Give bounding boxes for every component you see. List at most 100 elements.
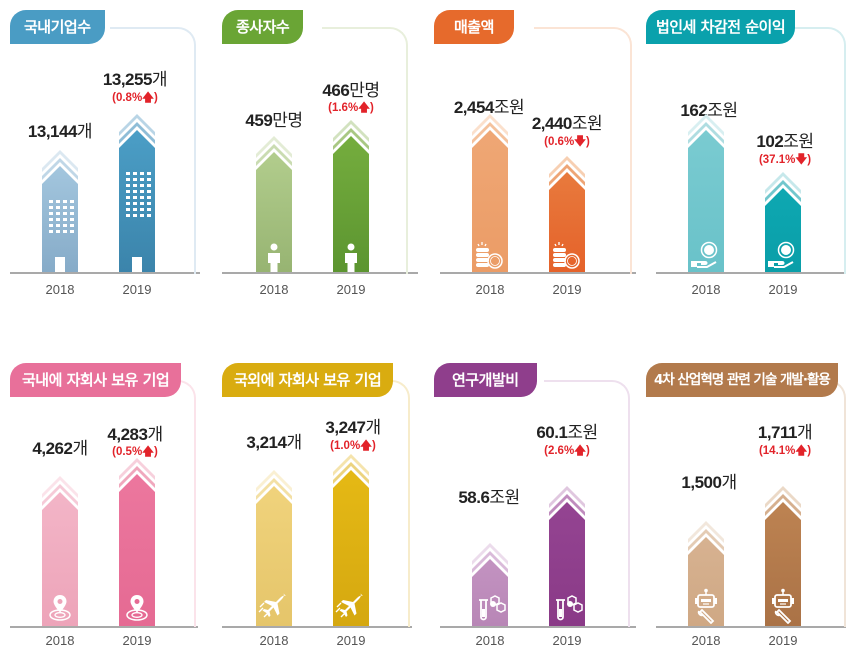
chevron-top xyxy=(765,172,801,194)
chevron-top xyxy=(549,486,585,508)
change-badge: (1.6%🡅) xyxy=(328,102,374,114)
chevron-top xyxy=(256,144,292,166)
chevron-top xyxy=(42,158,78,180)
bar-2018 xyxy=(256,136,292,272)
value-2018: 3,214개 xyxy=(246,433,302,452)
bar-2019 xyxy=(765,486,801,626)
building-icon xyxy=(132,257,142,272)
bar-2019 xyxy=(119,114,155,272)
year-label-2019: 2019 xyxy=(122,282,152,297)
coins-icon xyxy=(476,242,503,269)
bar-2019 xyxy=(549,486,585,626)
change-badge: (0.6%🡇) xyxy=(544,136,590,148)
value-2019: 1,711개 xyxy=(757,423,813,442)
year-label-2018: 2018 xyxy=(691,282,721,297)
robot-wrench-icon xyxy=(772,588,794,624)
year-label-2018: 2018 xyxy=(45,282,75,297)
baseline xyxy=(10,272,200,274)
chevron-top xyxy=(472,551,508,573)
chevron-top xyxy=(688,529,724,551)
airplane-icon xyxy=(258,593,286,618)
panel-frame xyxy=(544,380,630,627)
chevron-top xyxy=(333,128,369,150)
value-2019: 102조원 xyxy=(756,132,814,151)
bar-2018 xyxy=(42,150,78,272)
panel-frame xyxy=(374,380,410,627)
panel-title: 4차 산업혁명 관련 기술 개발·활용 xyxy=(646,363,838,397)
chevron-top xyxy=(765,494,801,516)
building-icon xyxy=(55,257,65,272)
value-2019: 13,255개 xyxy=(102,70,168,89)
bar-2019 xyxy=(333,120,369,272)
chevron-top xyxy=(472,114,508,136)
year-label-2018: 2018 xyxy=(45,633,75,648)
baseline xyxy=(10,626,198,628)
chevron-top xyxy=(256,470,292,492)
year-label-2018: 2018 xyxy=(259,282,289,297)
baseline xyxy=(656,272,846,274)
chevron-top xyxy=(119,458,155,480)
year-label-2019: 2019 xyxy=(552,633,582,648)
year-label-2018: 2018 xyxy=(475,282,505,297)
coins-icon xyxy=(553,242,580,269)
panel-frame xyxy=(766,27,846,274)
panel-title: 종사자수 xyxy=(222,10,304,44)
robot-wrench-icon xyxy=(695,588,717,624)
chevron-top xyxy=(42,150,78,172)
panel-title: 국내기업수 xyxy=(10,10,105,44)
chevron-top xyxy=(42,476,78,498)
year-label-2019: 2019 xyxy=(336,282,366,297)
value-2019: 466만명 xyxy=(322,81,380,100)
building-windows xyxy=(126,172,151,217)
panel-foreign-subsidiary: 국외에 자회사 보유 기업 3,214개 3,247개 (1.0%🡅) 2018… xyxy=(222,363,422,663)
panel-pretax-income: 법인세 차감전 순이익 162조원 102조원 (37.1%🡇) 2018 20… xyxy=(646,10,846,310)
chevron-top xyxy=(256,478,292,500)
chevron-top xyxy=(119,466,155,488)
change-badge: (14.1%🡅) xyxy=(758,445,812,457)
chevron-top xyxy=(256,136,292,158)
value-2019: 3,247개 xyxy=(325,418,381,437)
building-windows xyxy=(49,200,74,233)
value-2018: 2,454조원 xyxy=(453,98,525,117)
bar-2018 xyxy=(688,114,724,272)
change-badge: (0.5%🡅) xyxy=(112,446,158,458)
panel-frame xyxy=(110,27,196,274)
value-2019: 60.1조원 xyxy=(536,423,598,442)
year-label-2018: 2018 xyxy=(691,633,721,648)
panel-title: 국외에 자회사 보유 기업 xyxy=(222,363,394,397)
chevron-top xyxy=(333,462,369,484)
year-label-2019: 2019 xyxy=(768,633,798,648)
chevron-top xyxy=(119,122,155,144)
panel-domestic-companies: 국내기업수 13,144개 13,255개 (0.8%🡅) 2018 2019 xyxy=(10,10,210,310)
change-badge: (0.8%🡅) xyxy=(112,92,158,104)
year-label-2018: 2018 xyxy=(259,633,289,648)
panel-4th-industrial-tech: 4차 산업혁명 관련 기술 개발·활용 1,500개 1,711개 (14.1%… xyxy=(646,363,846,663)
chevron-top xyxy=(472,543,508,565)
panel-frame xyxy=(806,380,846,627)
person-icon xyxy=(268,243,280,272)
bar-2019 xyxy=(119,458,155,626)
baseline xyxy=(440,626,636,628)
value-2018: 459만명 xyxy=(245,111,303,130)
year-label-2019: 2019 xyxy=(768,282,798,297)
airplane-icon xyxy=(335,593,363,618)
location-pin-icon xyxy=(126,595,148,621)
bar-2018 xyxy=(42,476,78,626)
panel-employees: 종사자수 459만명 466만명 (1.6%🡅) 2018 2019 xyxy=(222,10,422,310)
value-2018: 1,500개 xyxy=(681,473,737,492)
bar-2018 xyxy=(256,470,292,626)
change-badge: (2.6%🡅) xyxy=(544,445,590,457)
bar-2018 xyxy=(472,114,508,272)
baseline xyxy=(656,626,846,628)
panel-title: 법인세 차감전 순이익 xyxy=(646,10,796,44)
baseline xyxy=(222,626,412,628)
year-label-2019: 2019 xyxy=(122,633,152,648)
panel-rnd-expense: 연구개발비 58.6조원 60.1조원 (2.6%🡅) 2018 2019 xyxy=(434,363,636,663)
chevron-top xyxy=(472,122,508,144)
panel-frame xyxy=(322,27,408,274)
panel-revenue: 매출액 2,454조원 2,440조원 (0.6%🡇) 2018 2019 xyxy=(434,10,636,310)
chevron-top xyxy=(549,156,585,178)
value-2018: 4,262개 xyxy=(32,439,88,458)
year-label-2019: 2019 xyxy=(336,633,366,648)
test-tube-molecule-icon xyxy=(479,595,506,621)
